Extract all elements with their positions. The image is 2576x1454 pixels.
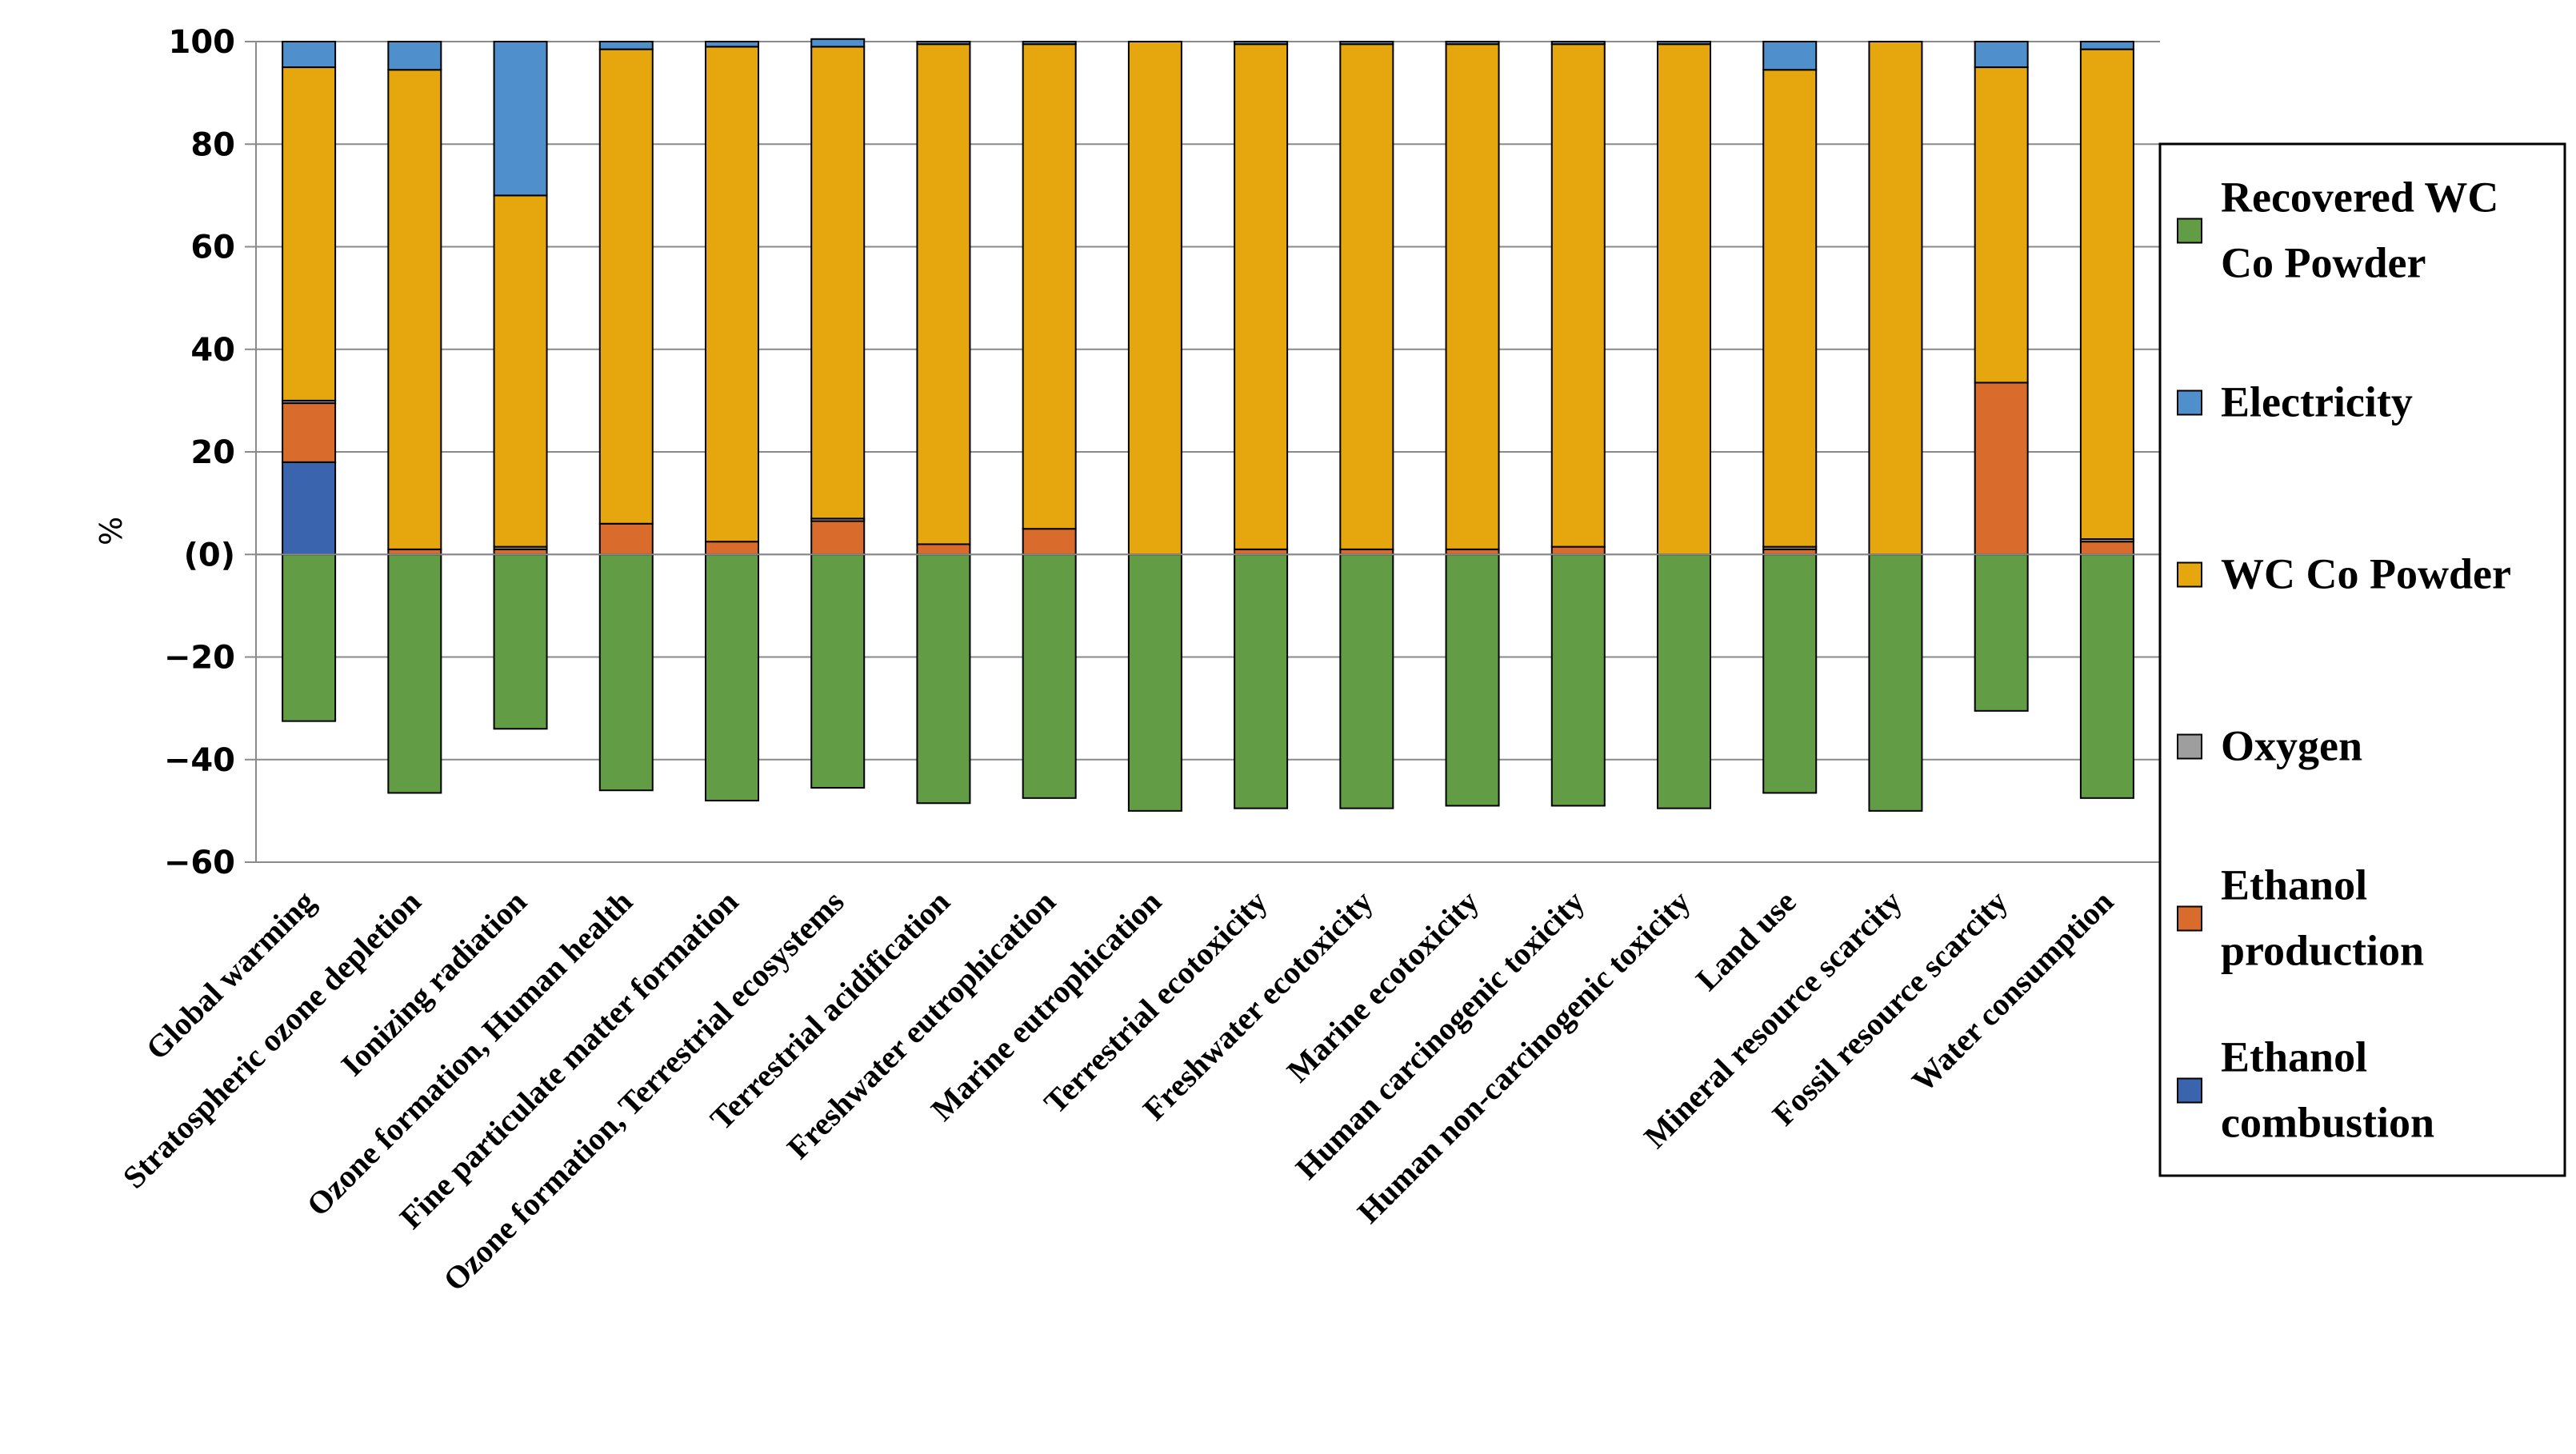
bar-segment-wc-co-powder [1339,43,1394,550]
bar-segment-recovered-wc-co-powder [1339,553,1394,809]
y-tick-label: (0) [184,537,235,573]
bars [282,38,2134,812]
legend-label-ethanol-combustion: combustion [2221,1099,2434,1147]
bar-segment-wc-co-powder [1657,43,1711,556]
bar-segment-ethanol-production [2079,541,2134,556]
legend-swatch-ethanol-combustion [2177,1077,2202,1104]
x-tick-label: Water consumption [1905,884,2120,1099]
bar-segment-recovered-wc-co-powder [1974,553,2029,712]
bar-segment-wc-co-powder [282,66,337,401]
legend-swatch-oxygen [2177,733,2202,760]
y-tick-label: −20 [164,640,235,677]
bar-segment-wc-co-powder [1234,43,1289,550]
legend: Recovered WC Co Powder Electricity WC Co Po… [2158,142,2566,1177]
bar-segment-ethanol-production [282,402,337,463]
x-tick-label: Ozone formation, Terrestrial ecosystems [436,884,850,1298]
x-tick-label: Ionizing radiation [334,884,533,1083]
bar-segment-wc-co-powder [1127,41,1182,556]
bar-segment-wc-co-powder [1022,43,1077,530]
legend-label-oxygen: Oxygen [2221,722,2362,770]
bar-segment-electricity [282,41,337,69]
bar-segment-wc-co-powder [598,48,654,525]
bar-segment-recovered-wc-co-powder [916,553,971,805]
bar-segment-electricity [493,41,548,197]
bar-segment-ethanol-production [1022,528,1077,556]
bar-segment-electricity [1974,41,2029,69]
bar-segment-ethanol-production [705,541,759,556]
y-tick-label: 80 [190,126,235,163]
bar-segment-recovered-wc-co-powder [1657,553,1711,809]
bar-segment-wc-co-powder [493,194,548,548]
bar-segment-ethanol-production [916,543,971,556]
bar-segment-recovered-wc-co-powder [493,553,548,730]
bar-segment-recovered-wc-co-powder [810,553,866,789]
y-tick-label: −60 [164,845,235,881]
bar-segment-electricity [387,41,442,71]
bar-segment-recovered-wc-co-powder [1868,553,1923,812]
bar-segment-electricity [1657,41,1711,46]
bar-segment-wc-co-powder [1868,41,1923,556]
legend-label-electricity: Electricity [2221,378,2413,426]
bar-segment-electricity [810,38,866,48]
y-tick-label: 40 [190,332,235,369]
bar-segment-electricity [705,41,759,48]
bar-segment-electricity [1339,41,1394,46]
legend-box [2158,142,2566,1177]
bar-segment-ethanol-combustion [282,461,337,556]
bar-segment-recovered-wc-co-powder [1127,553,1182,812]
legend-label-wc-co-powder: WC Co Powder [2221,550,2511,598]
legend-label-recovered-wc-co-powder: Recovered WC [2221,174,2498,222]
bar-segment-ethanol-production [810,520,866,556]
bar-segment-recovered-wc-co-powder [1762,553,1818,794]
legend-swatch-wc-co-powder [2177,561,2202,588]
bar-segment-wc-co-powder [387,69,442,550]
legend-swatch-ethanol-production [2177,905,2202,932]
bar-segment-electricity [916,41,971,46]
bar-segment-ethanol-production [1974,381,2029,556]
bar-segment-recovered-wc-co-powder [598,553,654,792]
bar-segment-electricity [1445,41,1500,46]
legend-label-recovered-wc-co-powder: Co Powder [2221,239,2426,287]
bar-segment-recovered-wc-co-powder [1550,553,1606,807]
bar-segment-wc-co-powder [1762,69,1818,548]
bar-segment-recovered-wc-co-powder [282,553,337,722]
bar-segment-ethanol-production [1550,545,1606,556]
legend-label-ethanol-combustion: Ethanol [2221,1033,2367,1081]
bar-segment-electricity [1234,41,1289,46]
x-tick-label: Marine ecotoxicity [1280,884,1486,1089]
bar-segment-ethanol-production [598,522,654,556]
bar-segment-electricity [2079,41,2134,50]
y-tick-labels: 100 80 60 40 20 (0) −20 −40 −60 [164,24,235,881]
y-axis-label: % [94,517,129,545]
bar-segment-recovered-wc-co-powder [1022,553,1077,799]
y-tick-label: 100 [169,24,236,61]
bar-segment-wc-co-powder [916,43,971,545]
y-tick-label: −40 [164,742,235,779]
bar-segment-electricity [598,41,654,50]
bar-segment-wc-co-powder [1550,43,1606,548]
axes [245,41,2160,863]
bar-segment-wc-co-powder [705,46,759,543]
legend-swatch-recovered-wc-co-powder [2177,218,2202,244]
bar-segment-recovered-wc-co-powder [2079,553,2134,799]
bar-segment-wc-co-powder [2079,48,2134,541]
bar-segment-recovered-wc-co-powder [1234,553,1289,809]
bar-segment-electricity [1762,41,1818,71]
legend-swatch-electricity [2177,389,2202,416]
bar-segment-recovered-wc-co-powder [705,553,759,802]
bar-segment-wc-co-powder [1974,66,2029,384]
bar-segment-wc-co-powder [1445,43,1500,550]
bar-segment-recovered-wc-co-powder [387,553,442,794]
bar-segment-recovered-wc-co-powder [1445,553,1500,807]
y-tick-label: 60 [190,230,235,266]
legend-label-ethanol-production: Ethanol [2221,861,2367,909]
y-tick-label: 20 [190,434,235,471]
bar-segment-electricity [1550,41,1606,46]
legend-label-ethanol-production: production [2221,927,2424,975]
bar-segment-wc-co-powder [810,46,866,520]
bar-segment-electricity [1022,41,1077,46]
